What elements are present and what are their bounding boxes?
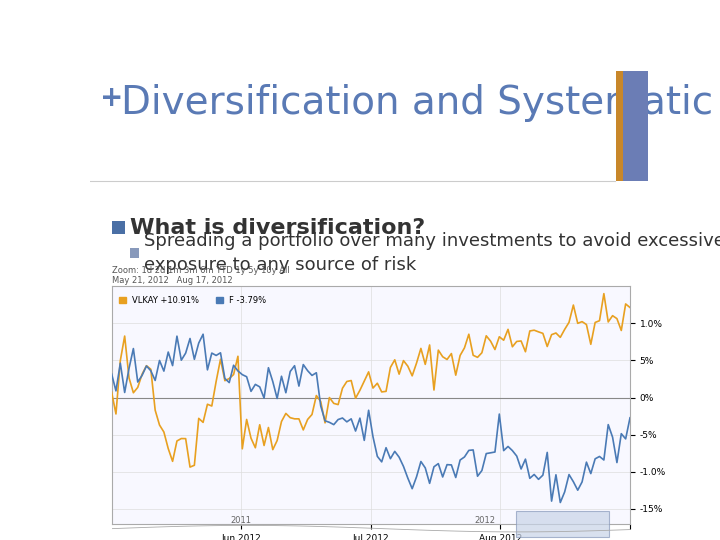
FancyBboxPatch shape	[112, 221, 125, 234]
Text: Zoom: 1d 2d 1m 3m 6m YTD 1y 5y 10y All
May 21, 2012   Aug 17, 2012: Zoom: 1d 2d 1m 3m 6m YTD 1y 5y 10y All M…	[112, 266, 289, 286]
Text: +: +	[100, 84, 123, 112]
FancyBboxPatch shape	[616, 71, 623, 181]
FancyBboxPatch shape	[130, 248, 139, 258]
FancyBboxPatch shape	[623, 71, 648, 181]
Text: 2011: 2011	[230, 516, 252, 525]
Text: Diversification and Systematic Risk: Diversification and Systematic Risk	[121, 84, 720, 122]
Text: What is diversification?: What is diversification?	[130, 218, 426, 238]
Text: Spreading a portfolio over many investments to avoid excessive
exposure to any s: Spreading a portfolio over many investme…	[144, 232, 720, 274]
Text: 2012: 2012	[474, 516, 495, 525]
Legend: VLKAY +10.91%, F -3.79%: VLKAY +10.91%, F -3.79%	[116, 293, 270, 308]
FancyBboxPatch shape	[516, 511, 609, 537]
